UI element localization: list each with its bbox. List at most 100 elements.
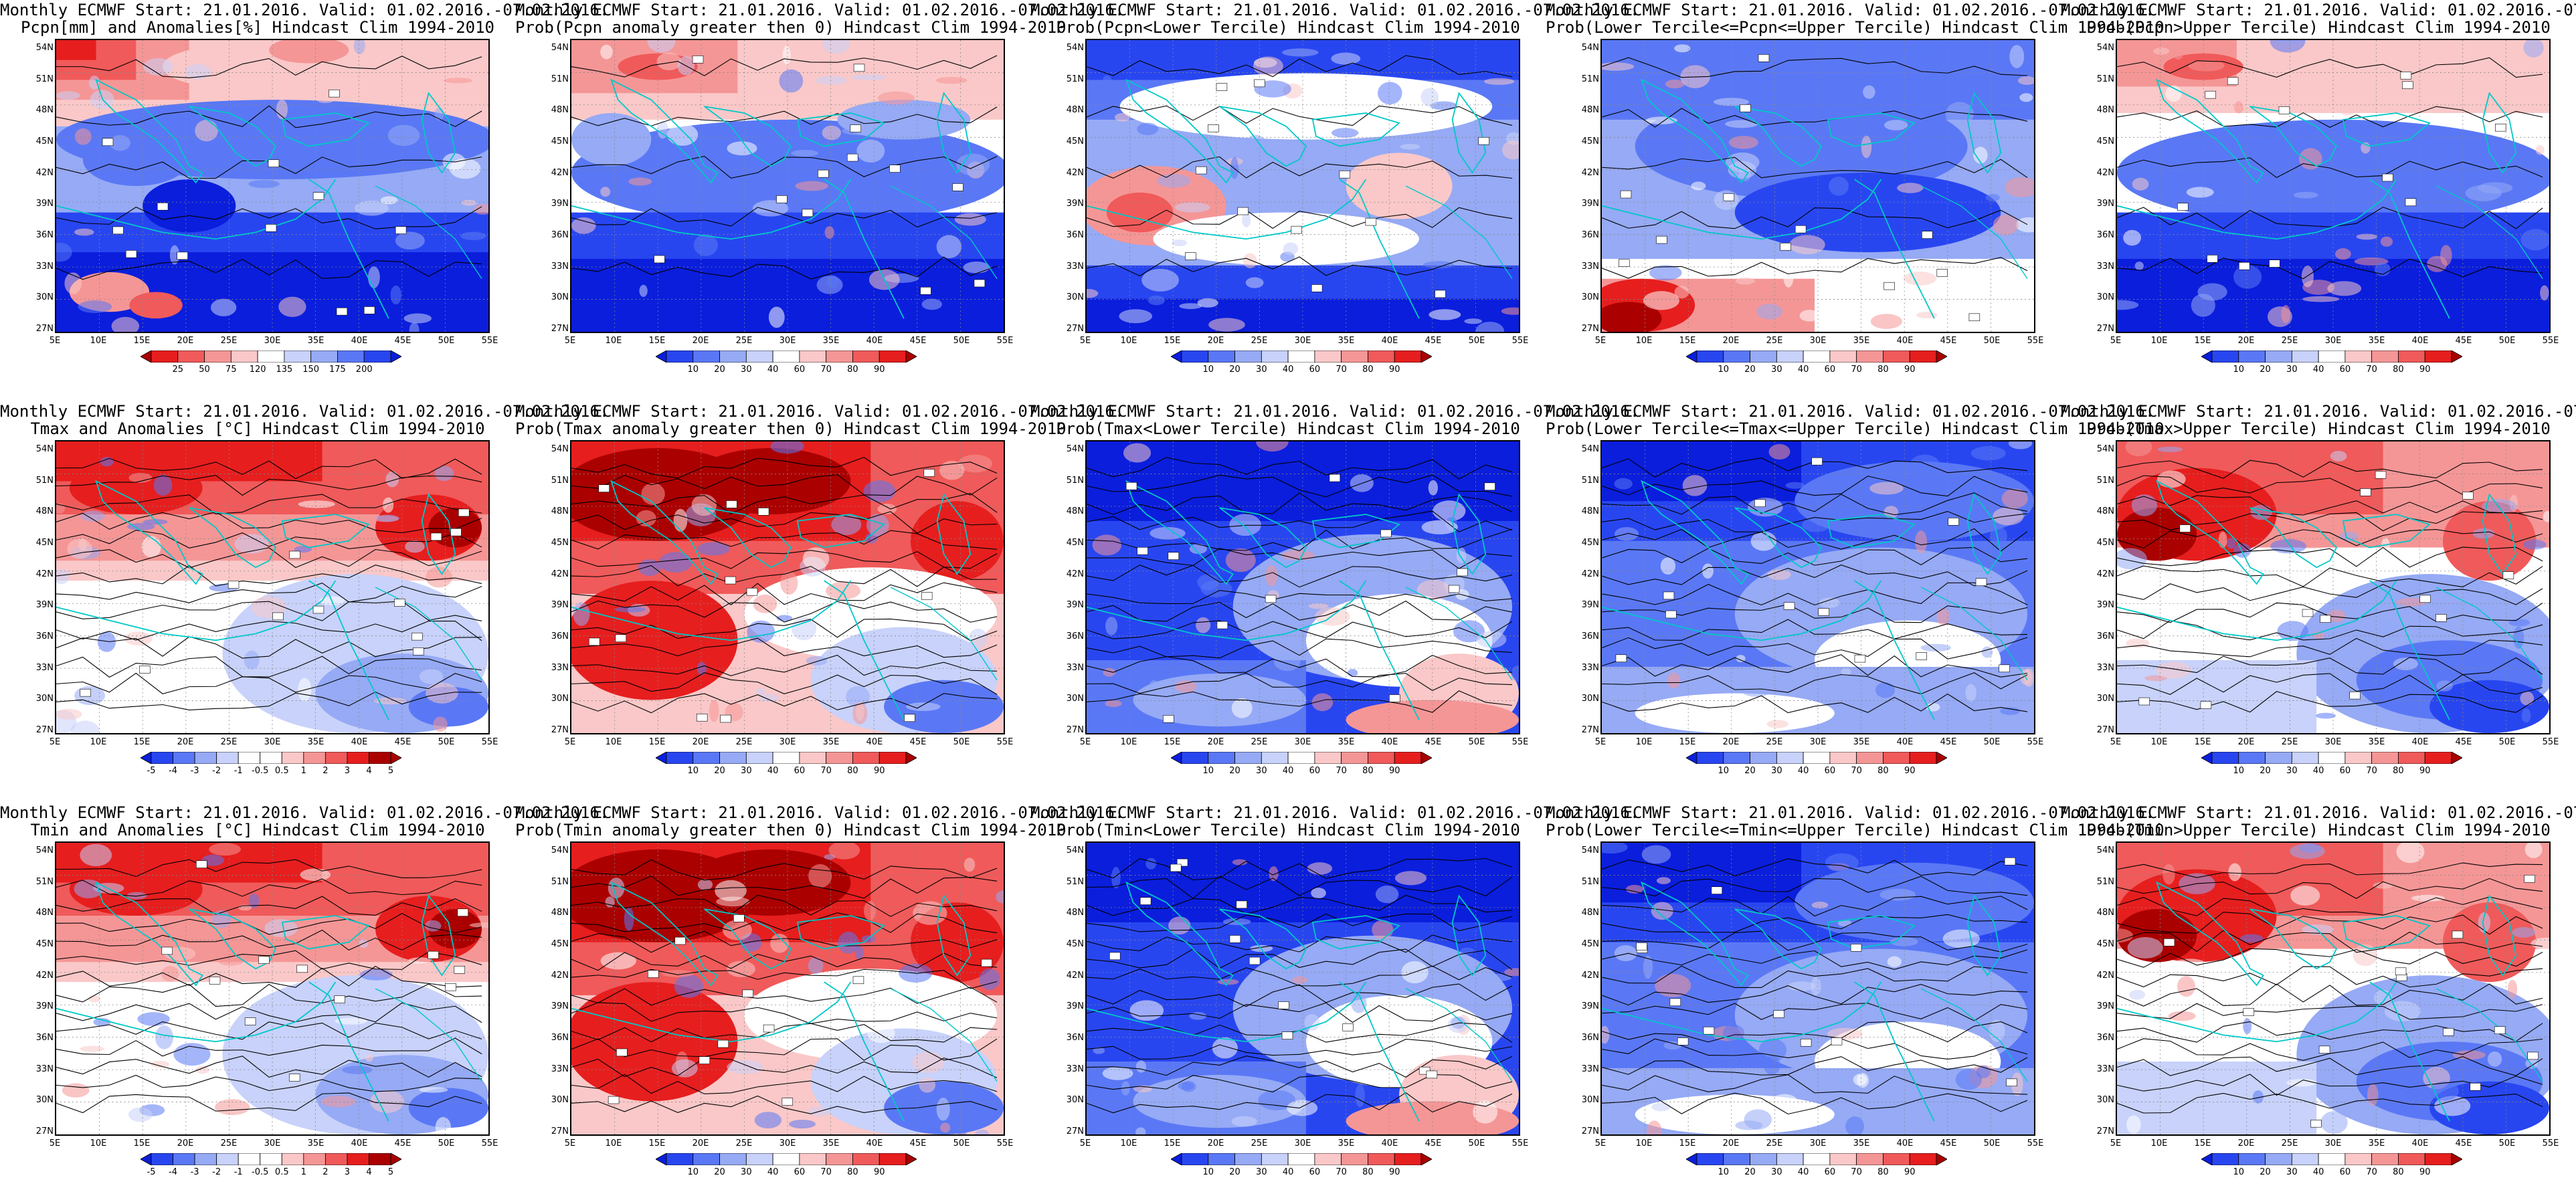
latitude-label: 33N bbox=[2096, 1064, 2114, 1074]
colorbar-tick-label: 70 bbox=[2366, 1167, 2377, 1177]
latitude-label: 27N bbox=[35, 1126, 54, 1136]
colorbar-tick-label: 80 bbox=[847, 1167, 858, 1177]
colorbar-tick-label: -3 bbox=[190, 766, 199, 776]
colorbar-tick-label: 80 bbox=[1877, 365, 1889, 375]
latitude-label: 51N bbox=[1066, 475, 1084, 486]
longitude-label: 15E bbox=[1164, 336, 1181, 346]
latitude-label: 33N bbox=[1066, 662, 1084, 673]
longitude-label: 25E bbox=[220, 1138, 238, 1148]
longitude-label: 20E bbox=[2237, 737, 2255, 747]
latitude-label: 45N bbox=[2096, 538, 2114, 548]
longitude-label: 15E bbox=[133, 737, 151, 747]
longitude-label: 40E bbox=[2411, 336, 2429, 346]
longitude-label: 30E bbox=[264, 737, 281, 747]
latitude-label: 54N bbox=[35, 444, 54, 454]
longitude-label: 15E bbox=[1679, 737, 1696, 747]
colorbar-tick-label: 4 bbox=[366, 1167, 372, 1177]
latitude-label: 48N bbox=[1581, 105, 1599, 116]
longitude-label: 5E bbox=[49, 336, 61, 346]
longitude-label: 35E bbox=[1338, 737, 1355, 747]
panel-title-line2: Prob(Lower Tercile<=Tmin<=Upper Tercile)… bbox=[1546, 821, 2165, 839]
longitude-label: 40E bbox=[1381, 737, 1398, 747]
colorbar-tick-label: 70 bbox=[1851, 766, 1862, 776]
latitude-label: 54N bbox=[35, 43, 54, 53]
latitude-label: 42N bbox=[1066, 569, 1084, 579]
longitude-label: 40E bbox=[1896, 336, 1914, 346]
panel-title-line2: Prob(Lower Tercile<=Tmax<=Upper Tercile)… bbox=[1546, 419, 2165, 438]
panel-title-line1: Monthly ECMWF Start: 21.01.2016. Valid: … bbox=[515, 402, 1125, 421]
colorbar-tick-label: 40 bbox=[767, 1167, 779, 1177]
colorbar-tick-label: 70 bbox=[1851, 1167, 1862, 1177]
latitude-label: 51N bbox=[35, 74, 54, 84]
colorbar-tick-label: 60 bbox=[1824, 365, 1836, 375]
longitude-label: 25E bbox=[220, 336, 238, 346]
longitude-label: 15E bbox=[648, 1138, 666, 1148]
latitude-label: 54N bbox=[2096, 444, 2114, 454]
panel-title-line2: Pcpn[mm] and Anomalies[%] Hindcast Clim … bbox=[20, 18, 494, 37]
colorbar-tick-label: 80 bbox=[1362, 1167, 1374, 1177]
latitude-label: 51N bbox=[1581, 876, 1599, 887]
colorbar-tick-label: 30 bbox=[2286, 365, 2298, 375]
forecast-panel: Monthly ECMWF Start: 21.01.2016. Valid: … bbox=[1030, 401, 1640, 803]
panel-title-line1: Monthly ECMWF Start: 21.01.2016. Valid: … bbox=[2061, 803, 2576, 822]
longitude-label: 30E bbox=[1809, 737, 1827, 747]
latitude-label: 48N bbox=[35, 105, 54, 116]
colorbar bbox=[1685, 1152, 1948, 1166]
latitude-label: 27N bbox=[1581, 725, 1599, 735]
latitude-label: 42N bbox=[2096, 167, 2114, 178]
colorbar-tick-label: 60 bbox=[2339, 365, 2351, 375]
latitude-label: 36N bbox=[1581, 1033, 1599, 1043]
longitude-label: 20E bbox=[2237, 1138, 2255, 1148]
colorbar-tick-label: 40 bbox=[2312, 1167, 2324, 1177]
colorbar-tick-label: 80 bbox=[1877, 766, 1889, 776]
colorbar-tick-label: 30 bbox=[1256, 766, 1267, 776]
latitude-label: 42N bbox=[1581, 569, 1599, 579]
latitude-label: 42N bbox=[35, 970, 54, 981]
colorbar-tick-label: 2 bbox=[323, 1167, 329, 1177]
longitude-label: 5E bbox=[564, 737, 576, 747]
latitude-label: 27N bbox=[1066, 1126, 1084, 1136]
longitude-label: 35E bbox=[307, 1138, 325, 1148]
colorbar-tick-label: 20 bbox=[2260, 1167, 2271, 1177]
forecast-panel: Monthly ECMWF Start: 21.01.2016. Valid: … bbox=[0, 0, 609, 401]
latitude-label: 45N bbox=[1581, 136, 1599, 146]
latitude-label: 48N bbox=[2096, 908, 2114, 918]
latitude-label: 45N bbox=[1066, 538, 1084, 548]
colorbar-tick-label: 70 bbox=[1336, 1167, 1347, 1177]
latitude-label: 48N bbox=[35, 506, 54, 517]
colorbar-tick-label: -4 bbox=[169, 1167, 178, 1177]
longitude-label: 25E bbox=[735, 737, 753, 747]
latitude-label: 51N bbox=[2096, 475, 2114, 486]
longitude-label: 55E bbox=[2027, 1138, 2044, 1148]
latitude-label: 27N bbox=[551, 324, 569, 334]
colorbar-tick-label: 80 bbox=[2393, 1167, 2404, 1177]
colorbar-tick-label: 90 bbox=[873, 365, 885, 375]
longitude-label: 15E bbox=[133, 336, 151, 346]
forecast-map bbox=[1600, 39, 2035, 333]
longitude-label: 20E bbox=[2237, 336, 2255, 346]
longitude-label: 30E bbox=[1809, 1138, 1827, 1148]
latitude-label: 33N bbox=[1581, 261, 1599, 272]
latitude-label: 27N bbox=[551, 1126, 569, 1136]
latitude-label: 48N bbox=[551, 506, 569, 517]
colorbar-tick-label: 20 bbox=[1744, 365, 1756, 375]
colorbar-tick-label: -1 bbox=[234, 1167, 243, 1177]
colorbar-tick-label: 40 bbox=[1797, 1167, 1809, 1177]
latitude-label: 42N bbox=[35, 167, 54, 178]
colorbar-tick-label: -0.5 bbox=[252, 766, 269, 776]
colorbar-tick-label: 90 bbox=[873, 1167, 885, 1177]
longitude-label: 10E bbox=[605, 737, 622, 747]
longitude-label: 45E bbox=[394, 336, 411, 346]
latitude-label: 33N bbox=[35, 1064, 54, 1074]
forecast-panel: Monthly ECMWF Start: 21.01.2016. Valid: … bbox=[515, 0, 1124, 401]
longitude-label: 30E bbox=[1294, 737, 1311, 747]
longitude-label: 5E bbox=[2110, 1138, 2122, 1148]
panel-title-line2: Prob(Lower Tercile<=Pcpn<=Upper Tercile)… bbox=[1546, 18, 2165, 37]
colorbar-tick-label: 60 bbox=[1309, 1167, 1321, 1177]
latitude-label: 36N bbox=[2096, 631, 2114, 641]
colorbar-tick-label: 10 bbox=[2233, 766, 2245, 776]
longitude-label: 35E bbox=[1338, 336, 1355, 346]
panel-title-line1: Monthly ECMWF Start: 21.01.2016. Valid: … bbox=[1030, 402, 1640, 421]
colorbar bbox=[655, 1152, 917, 1166]
colorbar-tick-label: 3 bbox=[344, 1167, 351, 1177]
